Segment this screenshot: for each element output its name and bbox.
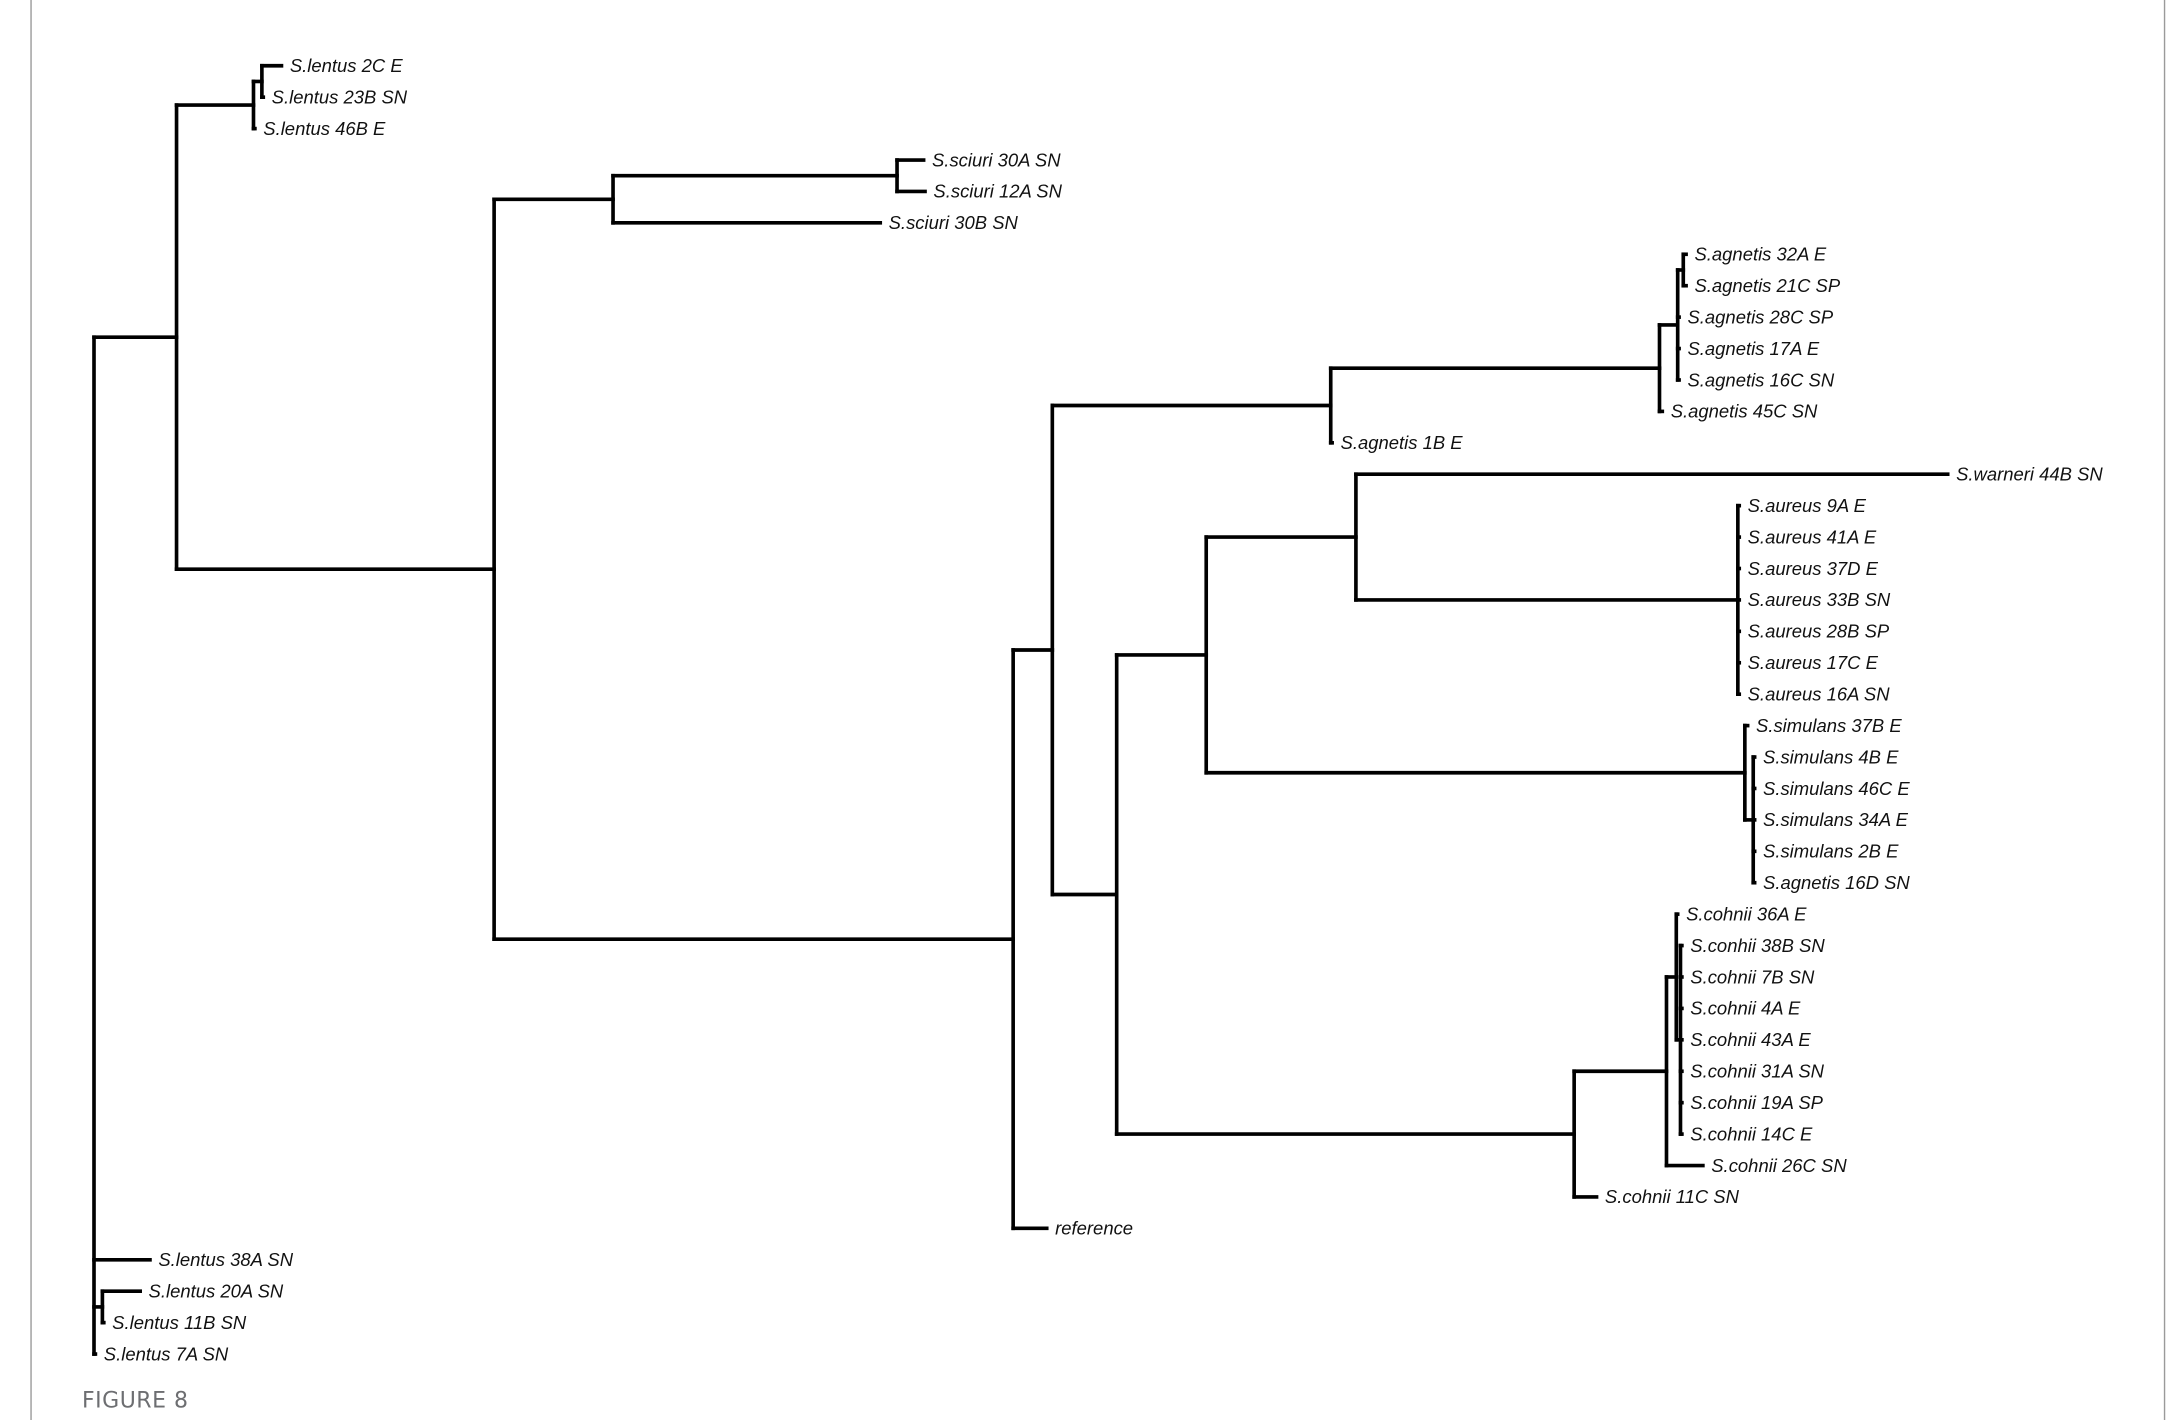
tip-label: S.cohnii 4A E — [1690, 998, 1801, 1019]
tip-label: S.simulans 46C E — [1763, 778, 1910, 799]
tip-label: S.aureus 17C E — [1748, 652, 1879, 673]
tip-labels: S.lentus 2C E S.lentus 23B SN S.lentus 46B… — [104, 55, 2104, 1364]
tip-label: S.lentus 23B SN — [272, 86, 408, 107]
tip-label: S.aureus 9A E — [1748, 495, 1867, 516]
tip-label: S.agnetis 1B E — [1341, 432, 1464, 453]
tip-label: S.conhii 38B SN — [1690, 935, 1825, 956]
tip-label: S.cohnii 43A E — [1690, 1029, 1811, 1050]
tip-label: S.aureus 28B SP — [1748, 621, 1890, 642]
tip-label: S.lentus 38A SN — [158, 1249, 293, 1270]
tip-label: S.cohnii 36A E — [1686, 903, 1807, 924]
tip-label: S.cohnii 26C SN — [1711, 1155, 1847, 1176]
tip-label: S.simulans 34A E — [1763, 809, 1909, 830]
tip-label: S.cohnii 14C E — [1690, 1123, 1813, 1144]
tip-label: S.sciuri 30B SN — [889, 212, 1019, 233]
tip-label: S.warneri 44B SN — [1956, 464, 2103, 485]
tip-label: S.cohnii 11C SN — [1605, 1186, 1740, 1207]
tip-label: S.aureus 41A E — [1748, 526, 1877, 547]
tip-label: S.lentus 46B E — [263, 118, 386, 139]
tip-label: S.agnetis 21C SP — [1694, 275, 1840, 296]
tip-label: S.cohnii 31A SN — [1690, 1061, 1824, 1082]
tip-label: S.agnetis 17A E — [1687, 338, 1819, 359]
tip-label: S.agnetis 28C SP — [1687, 306, 1833, 327]
tip-label: S.aureus 33B SN — [1748, 589, 1891, 610]
tip-label: S.agnetis 32A E — [1694, 244, 1826, 265]
tip-label: S.sciuri 12A SN — [933, 181, 1062, 202]
tip-label: S.lentus 2C E — [290, 55, 404, 76]
tip-label: S.aureus 37D E — [1748, 558, 1879, 579]
tip-label: S.lentus 7A SN — [104, 1343, 229, 1364]
tip-label: S.simulans 2B E — [1763, 841, 1899, 862]
tip-label: S.simulans 37B E — [1756, 715, 1902, 736]
tip-label: S.aureus 16A SN — [1748, 683, 1891, 704]
tip-label: S.lentus 20A SN — [149, 1281, 284, 1302]
tip-label: reference — [1055, 1218, 1133, 1239]
tip-label: S.simulans 4B E — [1763, 746, 1899, 767]
tip-label: S.agnetis 16D SN — [1763, 872, 1910, 893]
tip-label: S.lentus 11B SN — [112, 1312, 247, 1333]
tip-label: S.cohnii 7B SN — [1690, 966, 1815, 987]
tree-branches — [92, 63, 1950, 1356]
tip-label: S.agnetis 16C SN — [1687, 369, 1834, 390]
tip-label: S.agnetis 45C SN — [1671, 401, 1818, 422]
figure-caption: FIGURE 8 — [82, 1388, 189, 1414]
tip-label: S.sciuri 30A SN — [932, 149, 1061, 170]
tip-label: S.cohnii 19A SP — [1690, 1092, 1823, 1113]
